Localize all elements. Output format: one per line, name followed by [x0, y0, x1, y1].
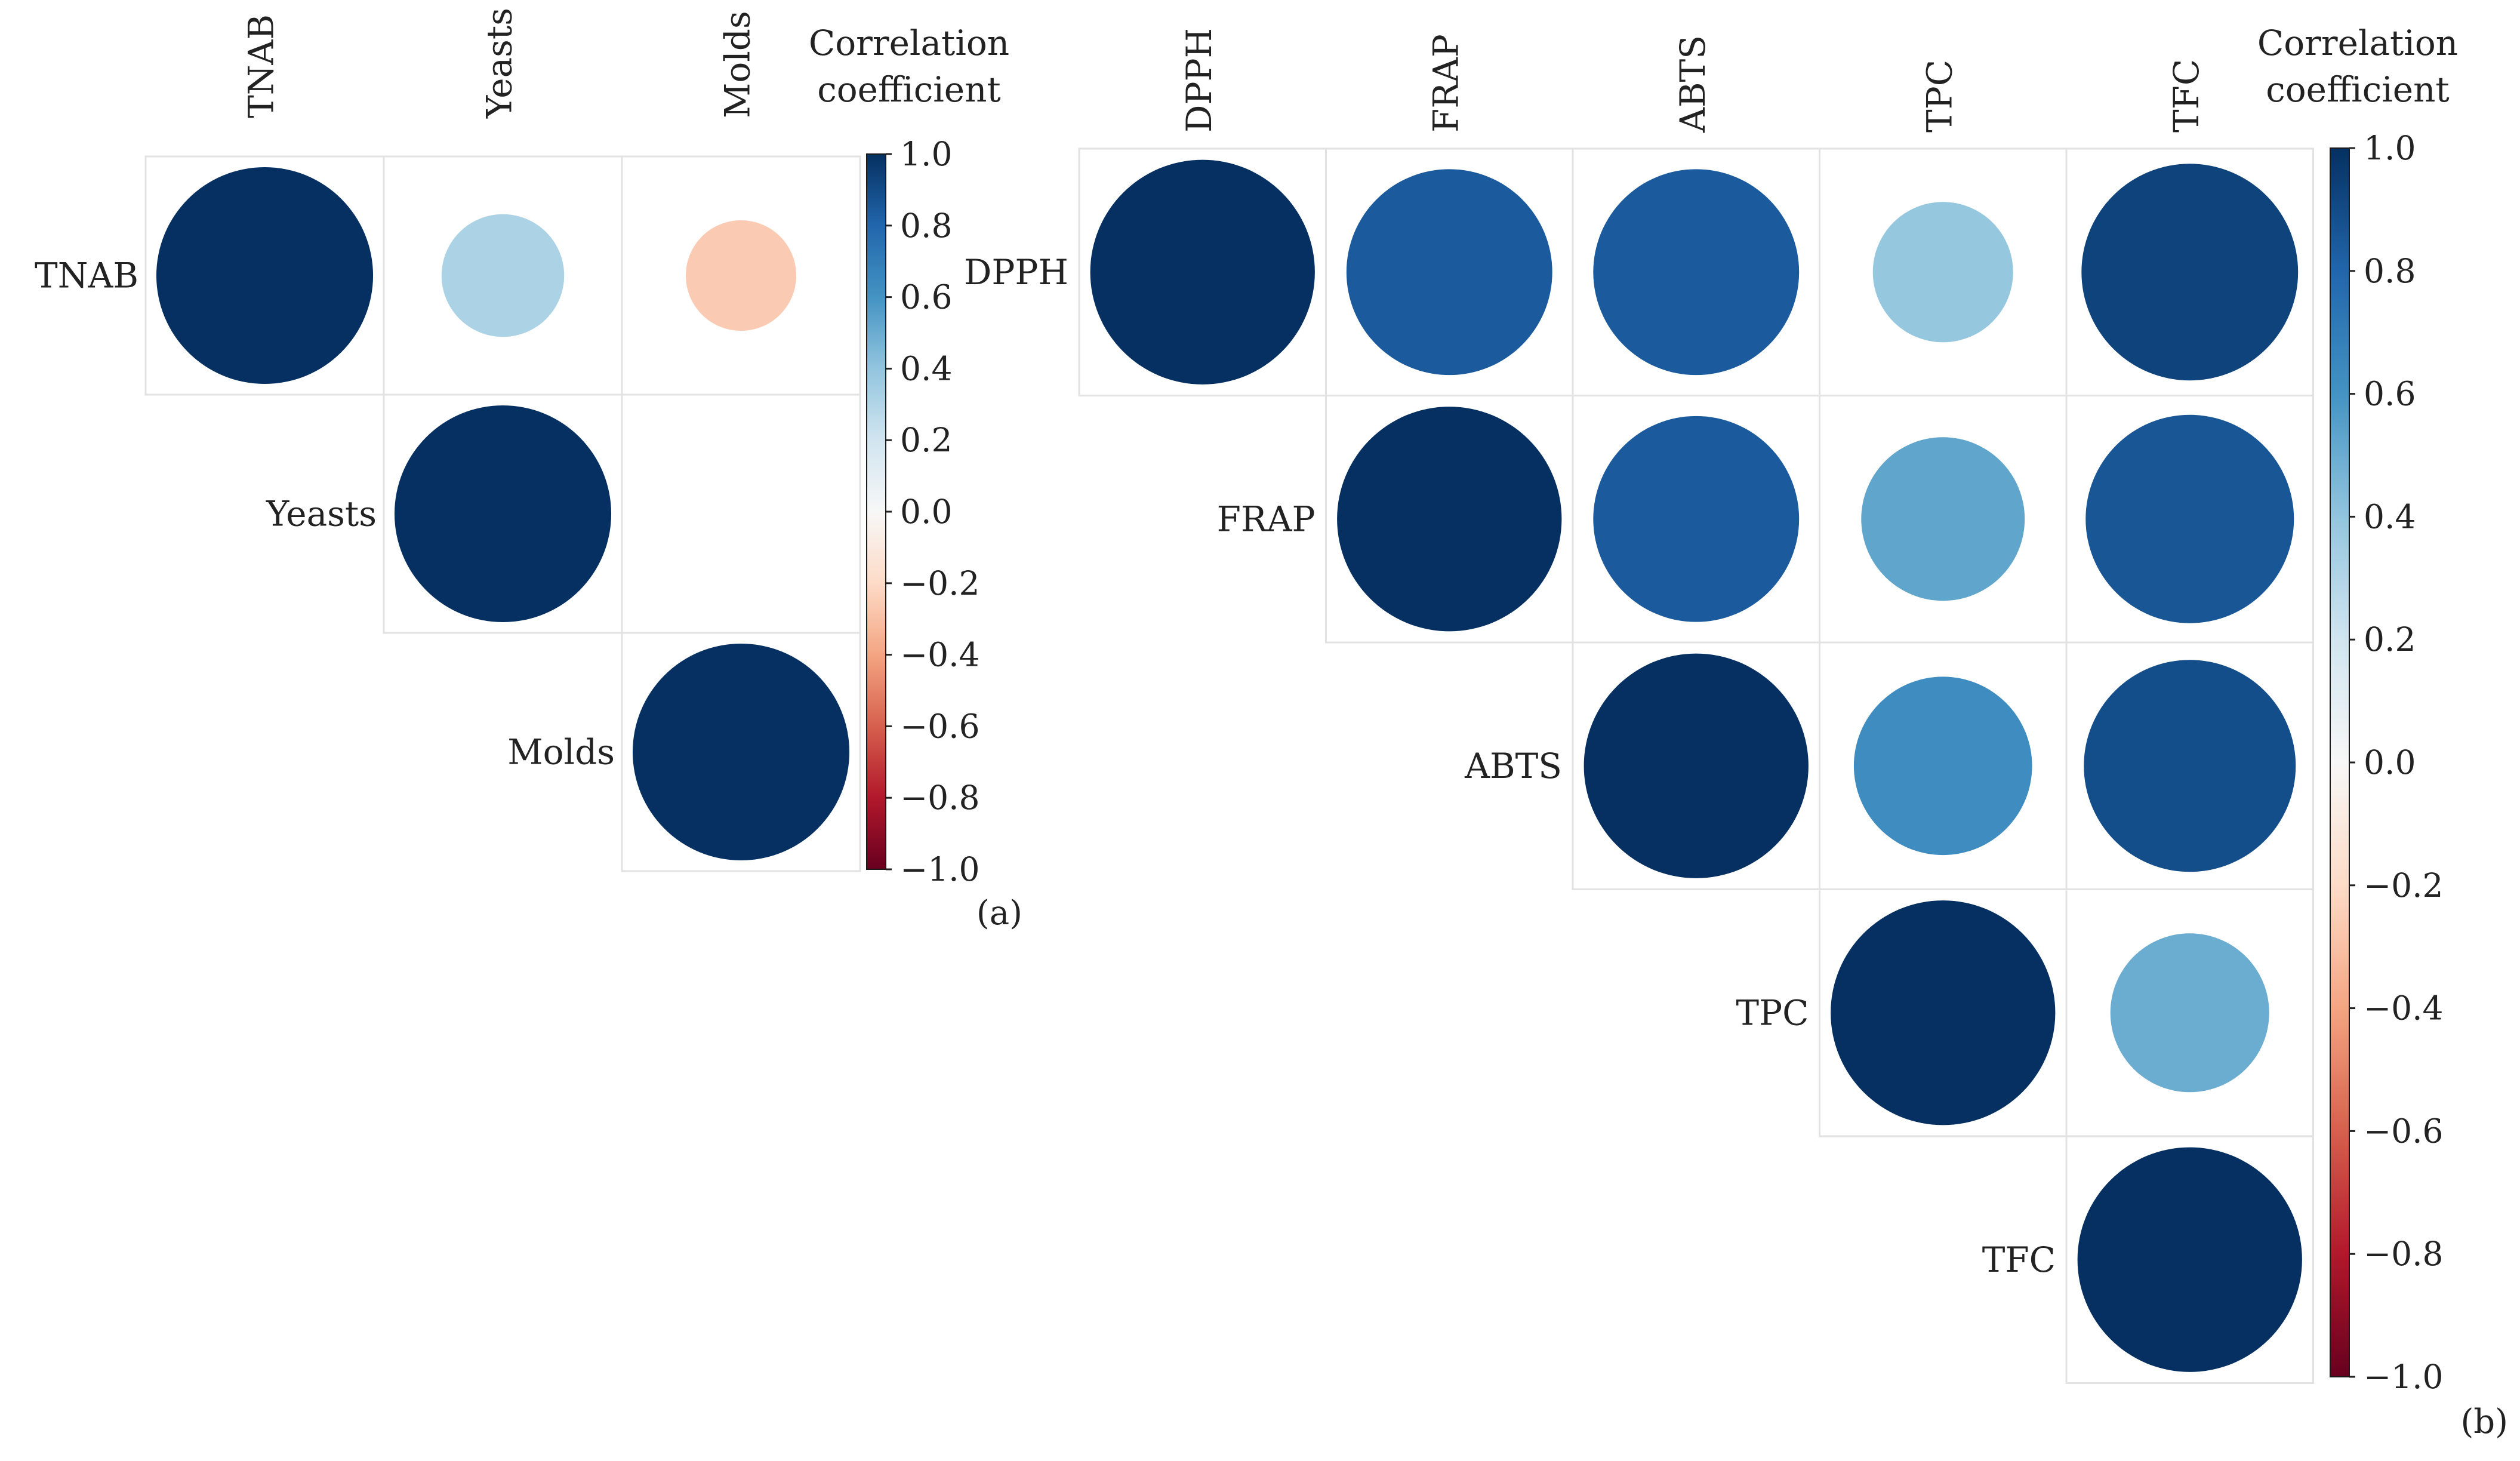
panel-b-colorbar: Correlation coefficient 1.0 0.8 0.6 0.4 0.2 0.0… [2257, 23, 2458, 1396]
panel-a-colorbar-title-line-1: Correlation [809, 23, 1009, 63]
panel-b-cell-dpph-tpc-circle [1872, 202, 2013, 343]
panel-a-row-label-molds: Molds [507, 732, 615, 773]
panel-b-cell-abts-tpc [1819, 641, 2068, 890]
panel-a-label: (a) [976, 894, 1022, 933]
panel-b-colorbar-tick-label: 1.0 [2364, 129, 2416, 167]
panel-b-cell-dpph-abts [1572, 147, 1820, 396]
panel-a-cell-tnab-molds-circle [685, 220, 797, 331]
panel-a-cell-yeasts-molds [621, 393, 861, 634]
panel-b-col-label-tpc: TPC [1919, 60, 1960, 133]
panel-b-col-label-tfc: TFC [2166, 59, 2207, 133]
panel-b-colorbar-tick-label: −0.2 [2364, 866, 2444, 905]
panel-b-colorbar-tick-label: −0.4 [2364, 989, 2444, 1028]
panel-b-cell-dpph-frap [1325, 147, 1574, 396]
panel-b-correlation-matrix: DPPH FRAP ABTS TPC TFC DPPH FRAP ABTS TPC TFC Corr… [964, 23, 2508, 1441]
panel-b-col-label-dpph: DPPH [1179, 28, 1219, 133]
panel-b-cell-abts-tfc-circle [2084, 660, 2296, 872]
panel-b-colorbar-tick-label: 0.2 [2364, 620, 2416, 659]
panel-b-cell-abts-tfc [2065, 641, 2314, 890]
panel-b-cell-frap-frap [1325, 395, 1574, 644]
panel-a-colorbar-tick-label: 0.8 [900, 207, 952, 245]
panel-b-cell-dpph-dpph-circle [1090, 159, 1315, 385]
panel-b-col-label-abts: ABTS [1672, 35, 1713, 133]
panel-b-row-label-frap: FRAP [1217, 499, 1316, 539]
panel-b-cell-tfc-tfc-border [2065, 1135, 2314, 1384]
panel-b-cell-dpph-tfc [2065, 147, 2314, 396]
panel-a-colorbar-tick-label: 0.0 [900, 493, 952, 531]
panel-a-cell-tnab-tnab [144, 155, 385, 396]
panel-b-cell-abts-tpc-circle [1853, 676, 2032, 856]
panel-b-cell-frap-tpc-circle [1861, 437, 2025, 601]
panel-a-colorbar-tick-label: −0.2 [900, 564, 980, 602]
panel-a-col-label-molds: Molds [717, 11, 758, 118]
panel-b-colorbar-tick-label: 0.6 [2364, 375, 2416, 413]
panel-a-col-label-yeasts: Yeasts [479, 8, 520, 119]
panel-a-colorbar-tick-label: 0.4 [900, 349, 952, 387]
panel-b-row-label-dpph: DPPH [964, 252, 1068, 293]
panel-b-colorbar-tick-label: 0.4 [2364, 497, 2416, 536]
panel-a-cell-tnab-yeasts-circle [441, 214, 565, 337]
panel-b-cell-frap-abts-circle [1593, 416, 1800, 622]
panel-b-cell-tfc-tfc [2065, 1135, 2314, 1384]
panel-b-colorbar-tick-label: −0.6 [2364, 1112, 2444, 1150]
panel-b-colorbar-title-line-1: Correlation [2257, 23, 2458, 63]
panel-a-row-label-tnab: TNAB [35, 256, 138, 296]
panel-b-cell-tpc-tfc-circle [2110, 933, 2269, 1093]
panel-b-colorbar-title-line-2: coefficient [2266, 69, 2450, 110]
panel-a-cell-molds-molds-circle [632, 643, 850, 861]
panel-b-cell-dpph-abts-circle [1593, 169, 1800, 376]
panel-a-cell-molds-molds-border [621, 632, 861, 872]
panel-a-correlation-matrix: TNAB Yeasts Molds TNAB Yeasts Molds Correlatio… [35, 8, 1022, 933]
panel-a-colorbar-tick-label: 0.2 [900, 421, 952, 459]
panel-a-cell-yeasts-yeasts [383, 393, 623, 634]
panel-a-colorbar-tick-label: 0.6 [900, 278, 952, 316]
panel-b-cell-abts-abts [1572, 641, 1820, 890]
panel-a-col-label-tnab: TNAB [241, 14, 282, 118]
panel-b-cell-tpc-tpc [1819, 888, 2068, 1137]
panel-b-row-label-abts: ABTS [1464, 746, 1562, 786]
panel-b-cell-dpph-dpph [1078, 147, 1327, 396]
panel-b-label: (b) [2460, 1402, 2508, 1441]
panel-b-colorbar-tick-label: 0.8 [2364, 252, 2416, 290]
panel-b-cell-frap-tpc [1819, 395, 2068, 644]
panel-b-colorbar-tick-label: −0.8 [2364, 1235, 2444, 1273]
panel-b-cell-frap-tfc [2065, 395, 2314, 644]
panel-b-cell-dpph-tfc-circle [2081, 164, 2299, 381]
panel-a-colorbar-tick-label: −1.0 [900, 850, 980, 888]
panel-b-colorbar-tick-label: 0.0 [2364, 743, 2416, 782]
panel-a-colorbar-tick-label: −0.6 [900, 707, 980, 745]
panel-a-colorbar-tick-label: −0.8 [900, 779, 980, 817]
panel-b-colorbar-gradient [2330, 148, 2349, 1377]
panel-b-cell-tpc-tfc [2065, 888, 2314, 1137]
panel-b-cell-tfc-tfc-circle [2077, 1147, 2302, 1372]
panel-a-colorbar-gradient [867, 154, 886, 869]
panel-a-cell-yeasts-yeasts-circle [394, 405, 612, 623]
panel-a-cell-tnab-molds [621, 155, 861, 396]
panel-b-cell-frap-frap-circle [1337, 407, 1562, 632]
panel-b-row-label-tfc: TFC [1982, 1239, 2056, 1280]
panel-b-colorbar-tick-label: −1.0 [2364, 1358, 2444, 1396]
panel-a-colorbar: Correlation coefficient 1.0 0.8 0.6 0.4 0.2 0.0… [809, 23, 1009, 888]
panel-a-colorbar-tick-label: −0.4 [900, 636, 980, 674]
panel-a-cell-tnab-tnab-circle [156, 167, 374, 385]
panel-a-colorbar-title-line-2: coefficient [817, 69, 1001, 110]
panel-a-cell-tnab-yeasts [383, 155, 623, 396]
panel-b-cell-dpph-frap-circle [1346, 169, 1552, 376]
panel-b-cell-frap-tfc-circle [2085, 414, 2294, 623]
panel-b-cell-tpc-tpc-circle [1831, 900, 2056, 1125]
panel-b-cell-abts-abts-circle [1584, 653, 1809, 878]
panel-a-row-label-yeasts: Yeasts [266, 494, 377, 534]
panel-a-cell-molds-molds [621, 632, 861, 872]
panel-b-col-label-frap: FRAP [1425, 34, 1466, 133]
panel-a-colorbar-tick-label: 1.0 [900, 135, 952, 173]
panel-b-row-label-tpc: TPC [1736, 992, 1809, 1033]
panel-b-cell-dpph-tpc [1819, 147, 2068, 396]
panel-b-cell-frap-abts [1572, 395, 1820, 644]
